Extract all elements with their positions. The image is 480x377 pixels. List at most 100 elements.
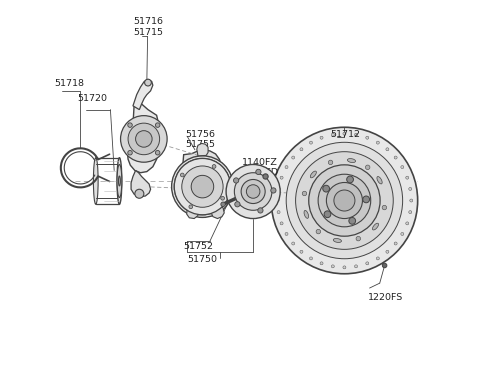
Circle shape [135, 189, 144, 198]
Circle shape [324, 211, 331, 218]
Circle shape [191, 175, 214, 198]
Ellipse shape [94, 158, 98, 204]
Circle shape [410, 199, 413, 202]
Circle shape [409, 211, 412, 214]
Circle shape [144, 79, 151, 86]
Circle shape [328, 160, 333, 165]
Circle shape [366, 262, 369, 265]
Ellipse shape [377, 176, 382, 184]
Polygon shape [127, 104, 160, 173]
Circle shape [277, 187, 280, 190]
Circle shape [316, 229, 321, 234]
Ellipse shape [117, 158, 122, 204]
Polygon shape [197, 143, 208, 156]
Circle shape [174, 158, 230, 215]
Circle shape [271, 188, 276, 193]
Ellipse shape [311, 171, 316, 178]
Ellipse shape [119, 176, 120, 186]
Circle shape [300, 148, 303, 151]
Circle shape [212, 165, 216, 169]
Circle shape [331, 133, 334, 136]
Circle shape [347, 176, 353, 183]
Text: 51715: 51715 [133, 28, 163, 37]
Circle shape [394, 156, 397, 159]
Circle shape [355, 265, 358, 268]
Circle shape [310, 257, 312, 260]
Ellipse shape [348, 159, 356, 162]
Circle shape [318, 174, 371, 227]
Circle shape [233, 178, 239, 183]
Circle shape [184, 169, 220, 205]
Circle shape [174, 158, 230, 215]
Polygon shape [183, 150, 223, 204]
Circle shape [386, 250, 389, 253]
Circle shape [280, 222, 283, 225]
Circle shape [258, 208, 263, 213]
Polygon shape [131, 170, 151, 197]
Circle shape [135, 131, 152, 147]
Ellipse shape [333, 239, 341, 242]
Circle shape [349, 218, 356, 224]
Polygon shape [209, 202, 224, 219]
Text: 1140FZ: 1140FZ [242, 158, 278, 167]
Circle shape [292, 242, 295, 245]
Circle shape [280, 176, 283, 179]
Text: 51712: 51712 [330, 130, 360, 138]
Circle shape [277, 211, 280, 214]
Circle shape [128, 123, 132, 127]
Circle shape [302, 191, 307, 196]
Ellipse shape [372, 223, 379, 230]
Circle shape [156, 123, 160, 127]
Circle shape [246, 185, 260, 198]
Circle shape [343, 132, 346, 135]
Circle shape [178, 162, 227, 211]
Circle shape [356, 236, 360, 241]
Circle shape [363, 196, 370, 203]
Circle shape [365, 165, 370, 170]
Text: 1220FS: 1220FS [368, 293, 403, 302]
Circle shape [310, 141, 312, 144]
Circle shape [394, 242, 397, 245]
Circle shape [226, 164, 280, 219]
Circle shape [256, 169, 261, 175]
Circle shape [192, 176, 213, 197]
Ellipse shape [117, 164, 122, 198]
Circle shape [323, 185, 330, 192]
Text: 51718: 51718 [54, 79, 84, 88]
Ellipse shape [304, 210, 309, 218]
Circle shape [276, 199, 279, 202]
Text: 51750: 51750 [187, 255, 217, 264]
Circle shape [292, 156, 295, 159]
Text: 51755: 51755 [186, 139, 216, 149]
Text: 51756: 51756 [186, 130, 216, 138]
Circle shape [309, 165, 380, 236]
Circle shape [320, 136, 323, 139]
Circle shape [376, 141, 379, 144]
Circle shape [286, 142, 403, 259]
Text: 51752: 51752 [184, 242, 214, 251]
Circle shape [300, 250, 303, 253]
Circle shape [271, 127, 418, 274]
Circle shape [326, 182, 362, 219]
Circle shape [296, 152, 393, 249]
Circle shape [241, 179, 265, 204]
Text: 51716: 51716 [133, 17, 163, 26]
Circle shape [156, 150, 160, 155]
Circle shape [334, 190, 355, 211]
Polygon shape [187, 202, 198, 219]
Circle shape [409, 187, 412, 190]
Circle shape [406, 222, 409, 225]
Circle shape [180, 173, 184, 177]
Circle shape [366, 136, 369, 139]
Text: 1129ED: 1129ED [242, 168, 279, 177]
Circle shape [221, 196, 225, 200]
Circle shape [406, 176, 409, 179]
Circle shape [182, 166, 223, 207]
Circle shape [221, 202, 225, 207]
Circle shape [285, 233, 288, 236]
Circle shape [401, 233, 404, 236]
Circle shape [355, 133, 358, 136]
Circle shape [343, 266, 346, 269]
Circle shape [172, 156, 233, 218]
Circle shape [234, 173, 272, 210]
